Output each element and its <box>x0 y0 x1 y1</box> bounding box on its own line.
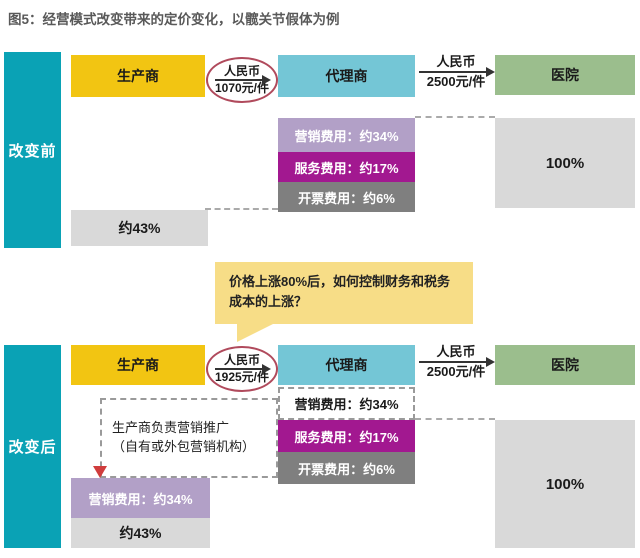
after-hospital-share-box: 100% <box>495 420 635 548</box>
before-producer-share-label: 约43% <box>118 220 161 236</box>
before-agent-label: 代理商 <box>325 68 368 84</box>
arrow-right-icon <box>419 356 495 367</box>
after-stage-text: 改变后 <box>8 439 57 456</box>
after-producer-label: 生产商 <box>117 357 159 373</box>
before-producer-share-box: 约43% <box>71 210 208 246</box>
after-producer-marketing-box: 营销费用：约34% <box>71 478 210 518</box>
before-dashed-connector-top <box>415 116 495 118</box>
before-producer-label: 生产商 <box>117 68 159 84</box>
before-cost-service: 服务费用：约17% <box>278 152 415 182</box>
after-marketing-note-line1: 生产商负责营销推广 <box>112 420 230 436</box>
after-marketing-note-box: 生产商负责营销推广 （自有或外包营销机构） <box>100 398 278 478</box>
after-agent-label: 代理商 <box>325 357 368 373</box>
before-cost-service-label: 服务费用：约17% <box>294 160 399 176</box>
after-producer-price-oval: 人民币 1925元/件 <box>206 346 278 392</box>
before-price1-currency: 人民币 <box>223 63 260 78</box>
before-stage-label: 改变前 <box>4 52 61 248</box>
before-hospital-box: 医院 <box>495 55 635 95</box>
before-hospital-label: 医院 <box>551 67 579 83</box>
before-cost-invoice: 开票费用：约6% <box>278 182 415 212</box>
question-bubble: 价格上涨80%后，如何控制财务和税务成本的上涨？ <box>215 262 473 324</box>
question-text: 价格上涨80%后，如何控制财务和税务成本的上涨？ <box>229 274 451 310</box>
before-hospital-share-label: 100% <box>545 154 585 172</box>
after-dashed-connector-top <box>415 418 495 420</box>
arrow-right-icon <box>215 364 271 374</box>
after-stage-label: 改变后 <box>4 345 61 548</box>
before-stage-text: 改变前 <box>8 142 57 160</box>
after-agent-box: 代理商 <box>278 345 415 385</box>
before-cost-invoice-label: 开票费用：约6% <box>298 190 395 206</box>
after-marketing-note-line2: （自有或外包营销机构） <box>112 439 256 454</box>
before-price1-amount: 1070元/件 <box>214 81 270 95</box>
before-hospital-share-box: 100% <box>495 118 635 208</box>
after-hospital-price-arrow: 人民币 2500元/件 <box>419 344 495 379</box>
after-cost-marketing-dashed: 营销费用：约34% <box>278 387 415 420</box>
arrow-right-icon <box>215 75 271 85</box>
before-price2-amount: 2500元/件 <box>426 73 486 89</box>
before-agent-box: 代理商 <box>278 55 415 97</box>
before-producer-price-oval: 人民币 1070元/件 <box>206 57 278 103</box>
before-dashed-connector-bottom <box>205 208 278 210</box>
after-producer-box: 生产商 <box>71 345 205 385</box>
after-cost-marketing-label: 营销费用：约34% <box>294 397 399 412</box>
after-producer-marketing-label: 营销费用：约34% <box>88 491 193 507</box>
figure-title: 图5：经营模式改变带来的定价变化，以髋关节假体为例 <box>8 12 340 27</box>
before-producer-box: 生产商 <box>71 55 205 97</box>
after-price1-currency: 人民币 <box>223 352 260 367</box>
after-price1-amount: 1925元/件 <box>214 370 270 384</box>
before-price2-currency: 人民币 <box>436 54 476 69</box>
before-hospital-price-arrow: 人民币 2500元/件 <box>419 54 495 89</box>
after-producer-share-box: 约43% <box>71 518 210 548</box>
after-cost-invoice: 开票费用：约6% <box>278 452 415 484</box>
after-price2-amount: 2500元/件 <box>426 363 486 379</box>
question-bubble-tail <box>237 323 275 342</box>
arrow-down-red-icon <box>93 466 107 478</box>
before-cost-marketing-label: 营销费用：约34% <box>294 128 399 144</box>
after-hospital-label: 医院 <box>551 357 579 373</box>
after-producer-share-label: 约43% <box>119 525 162 541</box>
arrow-right-icon <box>419 66 495 77</box>
after-hospital-box: 医院 <box>495 345 635 385</box>
after-cost-service-label: 服务费用：约17% <box>294 429 399 445</box>
after-cost-invoice-label: 开票费用：约6% <box>298 461 395 477</box>
after-hospital-share-label: 100% <box>545 475 585 493</box>
after-price2-currency: 人民币 <box>436 344 476 359</box>
after-cost-service: 服务费用：约17% <box>278 420 415 452</box>
before-cost-marketing: 营销费用：约34% <box>278 118 415 152</box>
